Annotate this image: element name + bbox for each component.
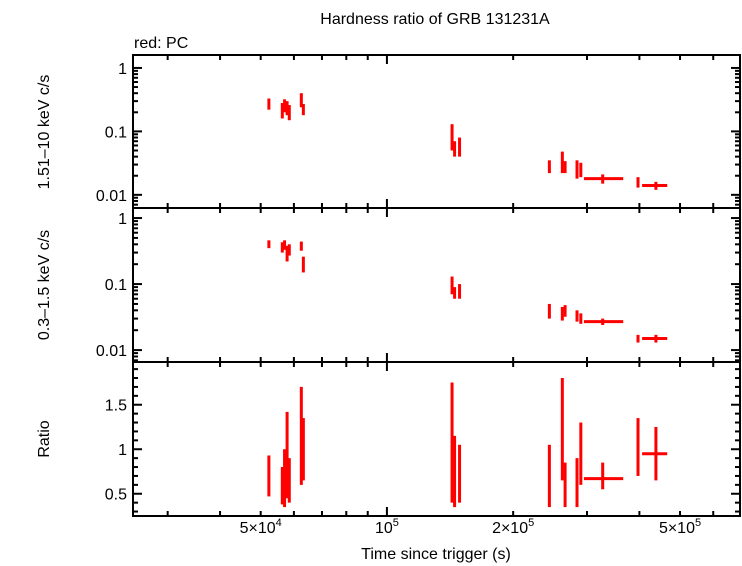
data-point-soft <box>285 245 289 262</box>
data-point-soft <box>280 242 284 253</box>
y-tick-label: 1 <box>118 211 127 228</box>
y-tick-label: 1.5 <box>105 398 127 415</box>
y-axis-label-hard: 1.51–10 keV c/s <box>36 75 53 190</box>
data-point-hard <box>453 141 457 157</box>
y-tick-label: 1 <box>118 61 127 78</box>
data-point-hard <box>301 104 305 116</box>
data-point-soft <box>458 284 462 299</box>
data-point-soft <box>642 334 668 343</box>
y-tick-label: 0.01 <box>96 188 127 205</box>
data-point-hard <box>283 99 287 113</box>
data-point-soft <box>579 313 583 324</box>
data-point-hard <box>636 177 640 188</box>
data-point-hard <box>280 103 284 119</box>
data-point-ratio <box>575 458 579 508</box>
x-tick-label: 105 <box>375 517 399 537</box>
y-axis-label-soft: 0.3–1.5 keV c/s <box>36 230 53 340</box>
data-point-ratio <box>301 418 305 481</box>
y-axis-label-ratio: Ratio <box>36 420 53 457</box>
data-point-soft <box>267 240 271 249</box>
x-tick-label: 5×104 <box>240 517 282 537</box>
data-point-hard <box>287 105 291 121</box>
data-point-hard <box>285 101 289 116</box>
data-point-ratio <box>453 435 457 508</box>
data-point-soft <box>453 287 457 299</box>
data-point-soft <box>283 240 287 250</box>
data-point-soft <box>575 310 579 322</box>
data-point-soft <box>287 244 291 256</box>
data-point-ratio <box>636 418 640 476</box>
data-point-ratio <box>280 467 284 505</box>
data-point-ratio <box>287 458 291 503</box>
data-point-hard <box>575 160 579 179</box>
x-axis-label: Time since trigger (s) <box>361 546 511 563</box>
chart-title: Hardness ratio of GRB 131231A <box>320 11 550 28</box>
data-point-ratio <box>450 382 454 503</box>
data-point-hard <box>267 98 271 110</box>
y-tick-label: 0.1 <box>105 277 127 294</box>
data-point-ratio <box>283 449 287 508</box>
data-point-soft <box>547 303 551 319</box>
data-point-soft <box>301 256 305 273</box>
data-point-soft <box>636 334 640 343</box>
data-point-hard <box>547 160 551 174</box>
data-point-hard <box>563 161 567 174</box>
panel-frame-ratio <box>132 361 741 517</box>
data-point-soft <box>299 241 303 251</box>
data-point-hard <box>560 151 564 174</box>
legend-note: red: PC <box>134 35 188 52</box>
y-tick-label: 0.01 <box>96 343 127 360</box>
data-point-ratio <box>579 422 583 485</box>
data-point-soft <box>583 318 624 325</box>
data-point-hard <box>579 162 583 178</box>
data-point-hard <box>458 137 462 157</box>
data-point-soft <box>563 305 567 317</box>
data-point-soft <box>450 276 454 295</box>
data-point-hard <box>450 124 454 151</box>
data-point-ratio <box>563 462 567 508</box>
data-point-ratio <box>547 444 551 508</box>
data-point-ratio <box>285 411 289 499</box>
data-point-hard <box>642 181 668 190</box>
data-point-ratio <box>267 455 271 497</box>
data-point-hard <box>299 93 303 108</box>
data-point-ratio <box>642 426 668 481</box>
y-tick-label: 1 <box>118 442 127 459</box>
y-tick-label: 0.1 <box>105 124 127 141</box>
data-point-ratio <box>583 462 624 490</box>
x-tick-label: 2×105 <box>492 517 534 537</box>
x-tick-label: 5×105 <box>659 517 701 537</box>
data-point-ratio <box>458 444 462 503</box>
y-tick-label: 0.5 <box>105 487 127 504</box>
data-point-ratio <box>560 378 564 481</box>
data-point-hard <box>583 174 624 184</box>
data-point-soft <box>560 306 564 321</box>
